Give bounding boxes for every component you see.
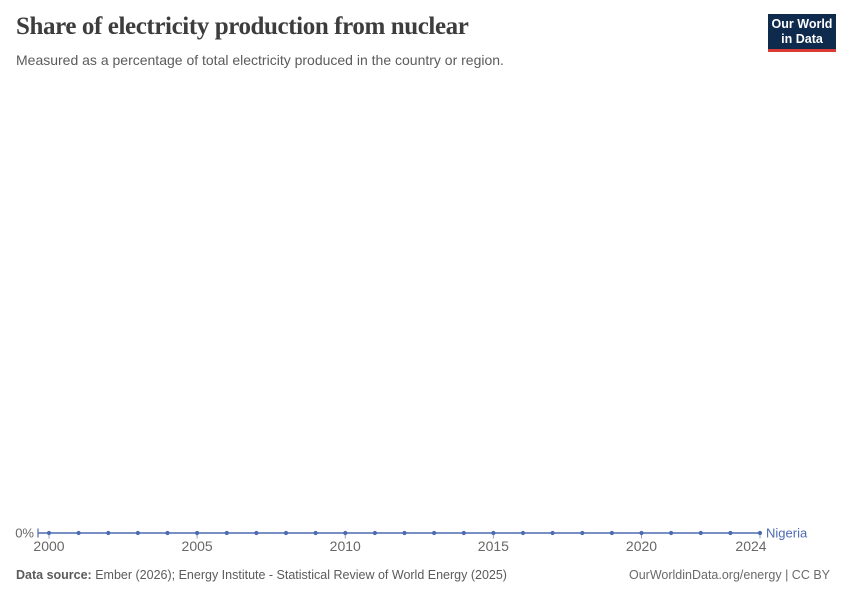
- owid-logo[interactable]: Our World in Data: [768, 14, 836, 52]
- x-axis-label: 2005: [182, 538, 213, 554]
- data-point-marker: [372, 530, 377, 536]
- data-source-label: Data source:: [16, 568, 92, 582]
- data-point-marker: [402, 530, 407, 536]
- data-point-marker: [520, 530, 526, 536]
- data-point-marker: [313, 530, 318, 536]
- data-point-marker: [283, 530, 289, 536]
- data-source-text: Ember (2026); Energy Institute - Statist…: [95, 568, 507, 582]
- data-source: Data source: Ember (2026); Energy Instit…: [16, 568, 507, 584]
- x-axis-label: 2000: [33, 538, 64, 554]
- data-point-marker: [432, 530, 437, 536]
- chart-footer: Data source: Ember (2026); Energy Instit…: [16, 568, 830, 584]
- x-axis-label: 2010: [330, 538, 361, 554]
- series-end-label: Nigeria: [766, 526, 808, 541]
- y-axis-zero-label: 0%: [15, 526, 34, 541]
- data-point-marker: [669, 530, 674, 536]
- data-point-marker: [76, 530, 81, 536]
- data-point-marker: [757, 530, 763, 536]
- chart-subtitle: Measured as a percentage of total electr…: [16, 52, 504, 68]
- data-point-marker: [639, 530, 644, 536]
- data-point-marker: [106, 530, 111, 536]
- data-point-marker: [491, 530, 496, 536]
- data-point-marker: [580, 530, 585, 536]
- data-point-marker: [728, 530, 733, 536]
- data-point-marker: [135, 530, 140, 536]
- data-point-marker: [609, 530, 615, 536]
- x-axis-label: 2024: [735, 538, 766, 554]
- data-point-marker: [195, 530, 200, 536]
- chart-title: Share of electricity production from nuc…: [16, 13, 469, 40]
- data-point-marker: [550, 530, 555, 536]
- owid-logo-line2: in Data: [781, 31, 823, 46]
- data-point-marker: [461, 530, 466, 536]
- data-point-marker: [698, 530, 703, 536]
- owid-logo-line1: Our World: [771, 16, 833, 31]
- x-axis-label: 2015: [478, 538, 509, 554]
- data-point-marker: [254, 530, 259, 536]
- owid-url-link[interactable]: OurWorldinData.org/energy | CC BY: [628, 568, 830, 582]
- data-point-marker: [165, 530, 170, 536]
- data-point-marker: [224, 530, 229, 536]
- data-point-marker: [46, 530, 52, 536]
- data-point-marker: [343, 530, 348, 536]
- x-axis-label: 2020: [626, 538, 657, 554]
